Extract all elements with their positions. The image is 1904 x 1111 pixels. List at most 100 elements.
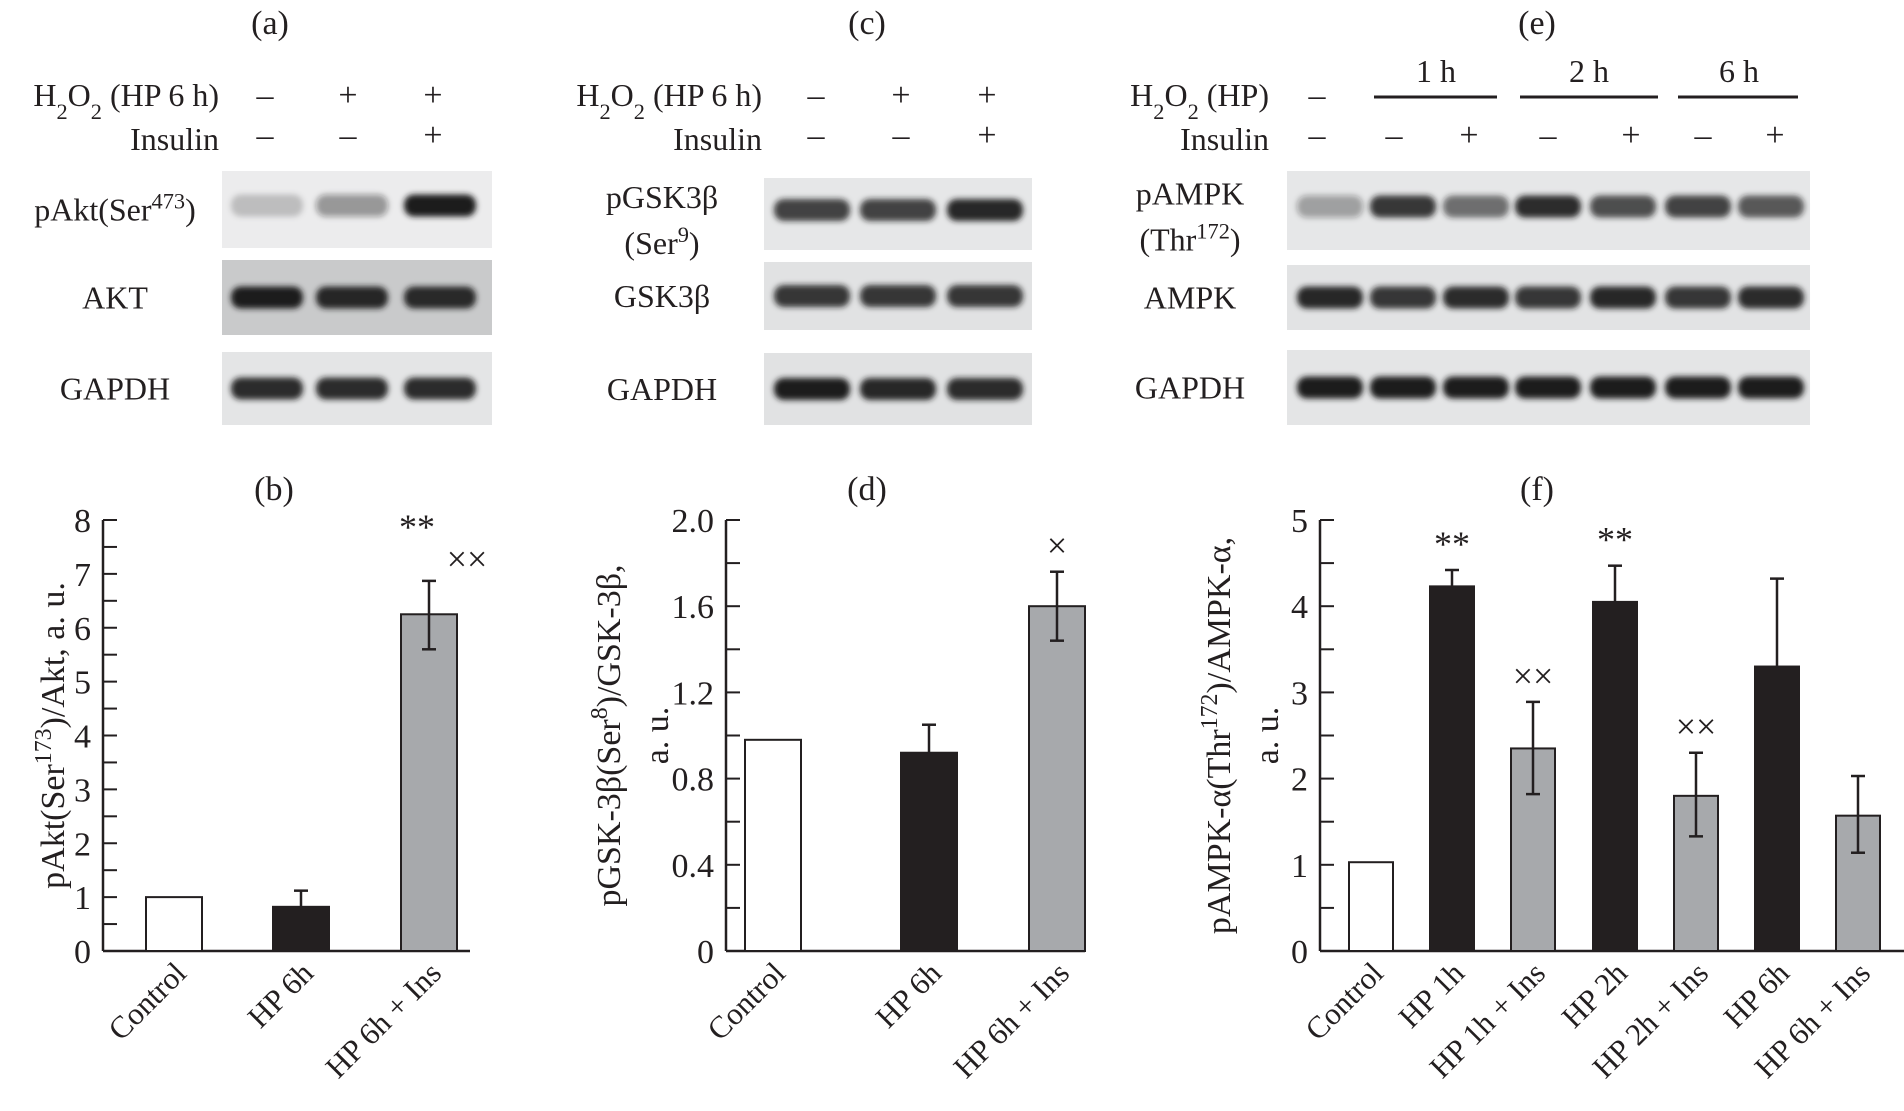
bar-hp [1592, 600, 1638, 952]
blot-band [1738, 286, 1804, 309]
x-tick-label: Control [101, 955, 193, 1047]
significance-marker: ** [399, 507, 435, 547]
insulin-sign: – [256, 117, 275, 154]
insulin-sign: + [1765, 117, 1784, 154]
treatment-label: H2O2 (HP) [1130, 77, 1269, 124]
y-tick-label: 3 [74, 772, 91, 809]
y-axis-label-superscript: 8 [587, 707, 613, 719]
treatment-sign: – [1308, 77, 1327, 114]
y-axis-label: a. u. [639, 707, 676, 765]
bar-hp [900, 751, 958, 952]
blot-band [1370, 376, 1436, 399]
significance-marker: × [1047, 526, 1067, 566]
significance-marker: ×× [1676, 707, 1717, 747]
blot-band [1590, 286, 1656, 309]
treatment-label: H2O2 (HP 6 h) [33, 77, 219, 124]
blot-band [1370, 286, 1436, 309]
y-tick-label: 4 [1291, 589, 1308, 626]
blot-band [1297, 286, 1363, 309]
blot-label-text: AMPK [1144, 280, 1236, 316]
insulin-sign: – [892, 117, 911, 154]
blot-label-text: GSK3β [614, 278, 710, 314]
panel-letter: (c) [848, 5, 886, 42]
y-tick-label: 4 [74, 719, 91, 756]
blot-label-text: pAkt(Ser [34, 192, 152, 228]
blot-row-label-line2: (Thr172) [1139, 218, 1240, 258]
o-text: O [1164, 77, 1187, 113]
bar-chart-b: (b) pAkt(Ser173)/Akt, a. u. 0 1 2 3 4 5 6 7 8 Contr… [31, 471, 487, 1085]
treatment-sign: + [891, 77, 910, 114]
x-tick-label: Control [1298, 955, 1390, 1047]
blot-band [231, 377, 303, 400]
blot-band [1738, 195, 1804, 218]
blot-row-label: GAPDH [1135, 370, 1245, 406]
y-tick-label: 1 [74, 880, 91, 917]
treatment-label: H2O2 (HP 6 h) [576, 77, 762, 124]
panel-letter: (b) [254, 471, 294, 508]
y-axis-label: a. u. [1249, 707, 1286, 765]
bar-hp [1429, 585, 1475, 953]
blot-band [231, 286, 303, 309]
subscript: 2 [599, 99, 610, 124]
y-axis-label-text-end: )/Akt, a. u. [35, 582, 72, 728]
blot-panel-c: (c)H2O2 (HP 6 h) – + +Insulin – – +pGSK3β(Ser9… [576, 5, 1032, 425]
insulin-sign: – [1539, 117, 1558, 154]
treatment-sign: + [423, 77, 442, 114]
o-text: O [68, 77, 91, 113]
blot-label-text: pAMPK [1136, 176, 1244, 212]
insulin-sign: – [1694, 117, 1713, 154]
bar-control [1348, 861, 1394, 952]
time-group-label: 6 h [1719, 53, 1759, 89]
y-axis-label-superscript: 172 [1197, 694, 1223, 730]
blot-band [1590, 195, 1656, 218]
blot-band [947, 285, 1023, 307]
blot-band [947, 199, 1023, 221]
blot-band [860, 285, 936, 307]
subscript: 2 [1188, 99, 1199, 124]
blot-row-label: GAPDH [607, 371, 717, 407]
bar-hp-ins [1028, 605, 1086, 952]
y-tick-label: 0 [697, 934, 714, 971]
blot-band [774, 378, 850, 400]
treatment-sign: – [807, 77, 826, 114]
y-tick-label: 2.0 [672, 503, 715, 540]
insulin-sign: + [1621, 117, 1640, 154]
subscript: 2 [634, 99, 645, 124]
panel-letter: (a) [251, 5, 289, 42]
y-axis-label-text: a. u. [1249, 707, 1286, 765]
time-group-label: 2 h [1569, 53, 1609, 89]
blot-band [1443, 195, 1509, 218]
y-tick-label: 1.2 [672, 675, 715, 712]
insulin-sign: + [977, 117, 996, 154]
y-tick-label: 7 [74, 557, 91, 594]
subscript: 2 [56, 99, 67, 124]
blot-band [947, 378, 1023, 400]
y-axis-label-text-end: )/GSK-3β, [591, 564, 628, 707]
y-axis-label-text: pAMPK-α(Thr [1201, 729, 1238, 934]
significance-marker: ** [1597, 520, 1633, 560]
significance-marker: ×× [447, 539, 488, 579]
blot-label-text-end: ) [1230, 222, 1241, 258]
blot-band [860, 378, 936, 400]
bar-hp [272, 905, 330, 953]
treatment-sign: + [338, 77, 357, 114]
blot-band [1665, 286, 1731, 309]
blot-band [1297, 376, 1363, 399]
blot-band [1665, 376, 1731, 399]
blot-row-label: GAPDH [60, 371, 170, 407]
x-tick-label: HP 6h [241, 955, 321, 1035]
y-tick-label: 1 [1291, 848, 1308, 885]
blot-band [1443, 286, 1509, 309]
h-text: H [1130, 77, 1153, 113]
panel-letter: (f) [1520, 471, 1554, 508]
blot-band [1443, 376, 1509, 399]
y-tick-label: 0.4 [672, 848, 715, 885]
blot-panel-a: (a)H2O2 (HP 6 h) – + +Insulin – – +pAkt(Ser473… [33, 5, 492, 425]
x-tick-label: HP 6h [869, 955, 949, 1035]
y-axis-label-text: pAkt(Ser [35, 764, 72, 889]
bar-control [145, 896, 203, 952]
blot-label-text: AKT [82, 280, 148, 316]
blot-band [1515, 286, 1581, 309]
